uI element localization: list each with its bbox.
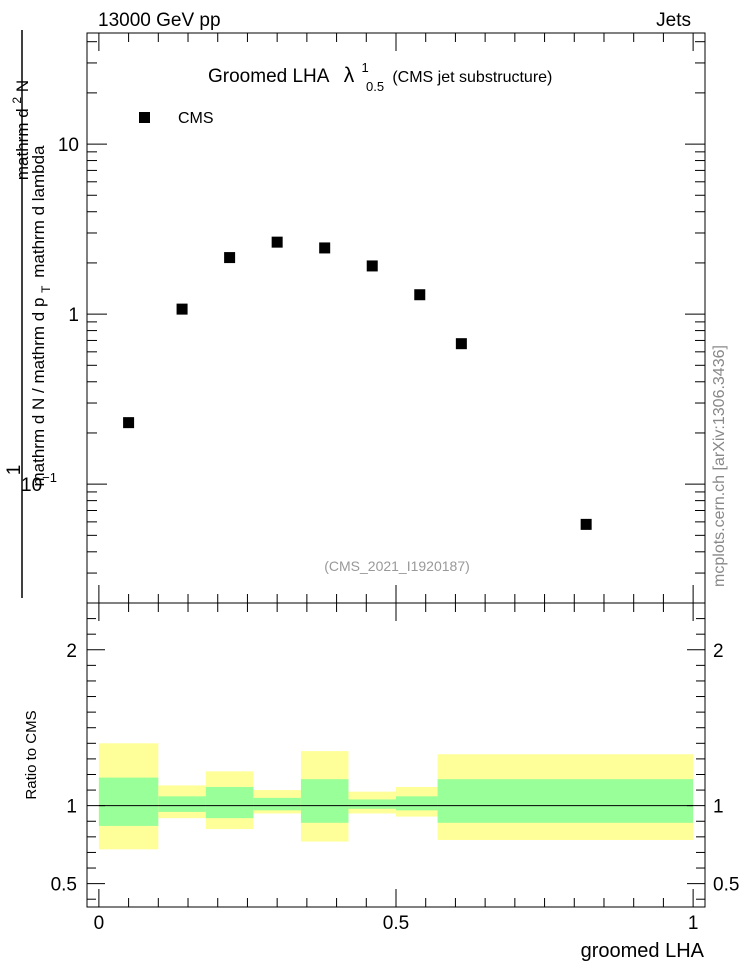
side-credit: mcplots.cern.ch [arXiv:1306.3436]	[711, 345, 728, 587]
ratio-y-tick-label-right: 0.5	[713, 875, 739, 896]
ratio-stat-band	[300, 779, 349, 823]
legend-label-cms: CMS	[178, 110, 214, 127]
ylabel-denominator-sub: T	[39, 285, 53, 293]
ratio-stat-band	[253, 797, 301, 811]
main-y-axis-label: 1 mathrm d N / mathrm d p T mathrm d lam…	[4, 30, 54, 598]
ratio-y-tick-label: 2	[66, 641, 77, 662]
ratio-x-tick-labels: 0 0.5 1	[94, 913, 699, 934]
analysis-watermark: (CMS_2021_I1920187)	[324, 558, 470, 574]
chart-title-sub: 0.5	[366, 79, 384, 94]
ylabel-numerator-top: mathrm d 2 N	[6, 80, 32, 180]
ylabel-fraction: mathrm d N / mathrm d p T mathrm d lambd…	[29, 145, 54, 487]
cms-point	[224, 252, 236, 264]
ratio-stat-band	[158, 796, 206, 812]
ratio-y-tick-label-right: 1	[713, 797, 724, 818]
ratio-stat-band	[98, 777, 159, 826]
ylabel-denominator: mathrm d N / mathrm d p	[29, 298, 48, 487]
chart-subtitle: (CMS jet substructure)	[392, 69, 552, 86]
chart-title-text: Groomed LHA	[208, 66, 330, 87]
chart-title-sup: 1	[361, 60, 368, 75]
x-tick-label: 1	[688, 913, 699, 934]
cms-point	[366, 260, 378, 272]
ratio-stat-band	[205, 786, 254, 819]
ratio-y-tick-label: 0.5	[51, 875, 77, 896]
ratio-stat-band	[348, 799, 396, 809]
cms-point	[123, 417, 135, 429]
legend-marker-cms	[139, 112, 150, 123]
x-tick-label: 0	[94, 913, 105, 934]
ylabel-numerator: 1	[4, 465, 25, 476]
ratio-stat-band	[437, 779, 694, 823]
ratio-uncertainty-bands	[98, 743, 694, 850]
header-left: 13000 GeV pp	[98, 10, 221, 31]
cms-point	[319, 242, 331, 254]
main-y-tick-label: 10	[58, 135, 79, 156]
cms-point	[271, 236, 283, 248]
chart-title-symbol: λ	[344, 64, 355, 87]
ratio-y-tick-labels: 0.5 0.5 1 1 2 2	[51, 641, 740, 896]
cms-data-points	[123, 236, 592, 530]
main-axes	[87, 33, 705, 604]
main-y-tick-label: 1	[68, 305, 79, 326]
ratio-axes	[87, 602, 705, 907]
ratio-stat-band	[396, 796, 438, 811]
ylabel-denominator-tail: mathrm d lambda	[29, 145, 48, 278]
cms-point	[414, 289, 426, 301]
ylabel-numerator-sup: 2	[10, 97, 24, 104]
x-tick-label: 0.5	[383, 913, 409, 934]
ratio-y-tick-label: 1	[66, 797, 77, 818]
header-right: Jets	[656, 10, 691, 31]
cms-point	[580, 518, 592, 530]
cms-point	[176, 303, 188, 315]
cms-point	[455, 338, 467, 350]
main-y-tick-label-exp: −1	[42, 470, 57, 485]
ratio-y-axis-label: Ratio to CMS	[23, 710, 40, 799]
ratio-y-tick-label-right: 2	[713, 641, 724, 662]
x-axis-label: groomed LHA	[581, 940, 705, 962]
chart-title: Groomed LHA λ 1 0.5 (CMS jet substructur…	[208, 56, 552, 96]
